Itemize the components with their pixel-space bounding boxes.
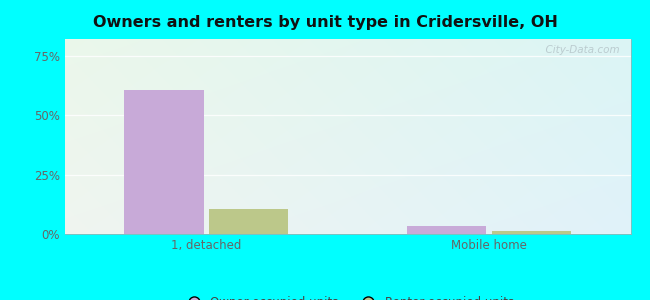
Legend: Owner occupied units, Renter occupied units: Owner occupied units, Renter occupied un… <box>177 292 519 300</box>
Text: City-Data.com: City-Data.com <box>539 45 619 55</box>
Text: Owners and renters by unit type in Cridersville, OH: Owners and renters by unit type in Cride… <box>92 15 558 30</box>
Bar <box>124 90 203 234</box>
Bar <box>209 209 289 234</box>
Bar <box>492 231 571 234</box>
Bar <box>407 226 486 234</box>
